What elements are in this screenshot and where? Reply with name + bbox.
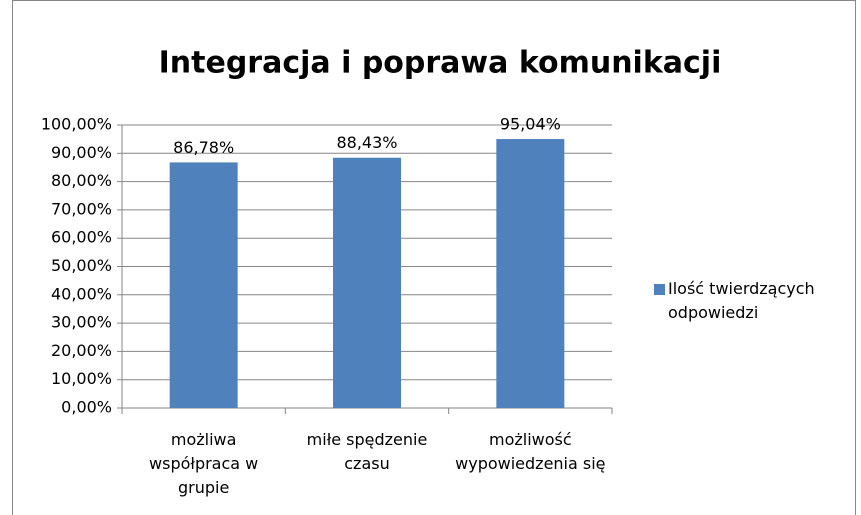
- bar: [169, 162, 238, 408]
- chart-title: Integracja i poprawa komunikacji: [159, 46, 722, 81]
- y-tick-label: 70,00%: [51, 199, 112, 218]
- y-tick-label: 20,00%: [51, 341, 112, 360]
- y-tick-label: 100,00%: [41, 115, 112, 134]
- data-label: 95,04%: [500, 115, 561, 134]
- x-tick-label: możliwa współpraca w grupie: [149, 430, 259, 497]
- bar: [333, 157, 401, 408]
- y-tick-label: 90,00%: [51, 143, 112, 162]
- x-tick-label: miłe spędzenie czasu: [306, 430, 428, 473]
- legend-swatch: [654, 284, 665, 295]
- legend-label: Ilość twierdzących odpowiedzi: [668, 279, 815, 322]
- y-tick-label: 50,00%: [51, 256, 112, 275]
- bar: [496, 139, 565, 408]
- y-tick-label: 10,00%: [51, 369, 112, 388]
- y-tick-label: 30,00%: [51, 313, 112, 332]
- y-tick-label: 40,00%: [51, 284, 112, 303]
- chart-border: [12, 0, 856, 515]
- data-label: 88,43%: [336, 133, 397, 152]
- y-tick-label: 80,00%: [51, 171, 112, 190]
- x-tick-label: możliwość wypowiedzenia się: [455, 430, 606, 473]
- y-tick-label: 60,00%: [51, 228, 112, 247]
- y-tick-label: 0,00%: [61, 398, 112, 417]
- data-label: 86,78%: [173, 138, 234, 157]
